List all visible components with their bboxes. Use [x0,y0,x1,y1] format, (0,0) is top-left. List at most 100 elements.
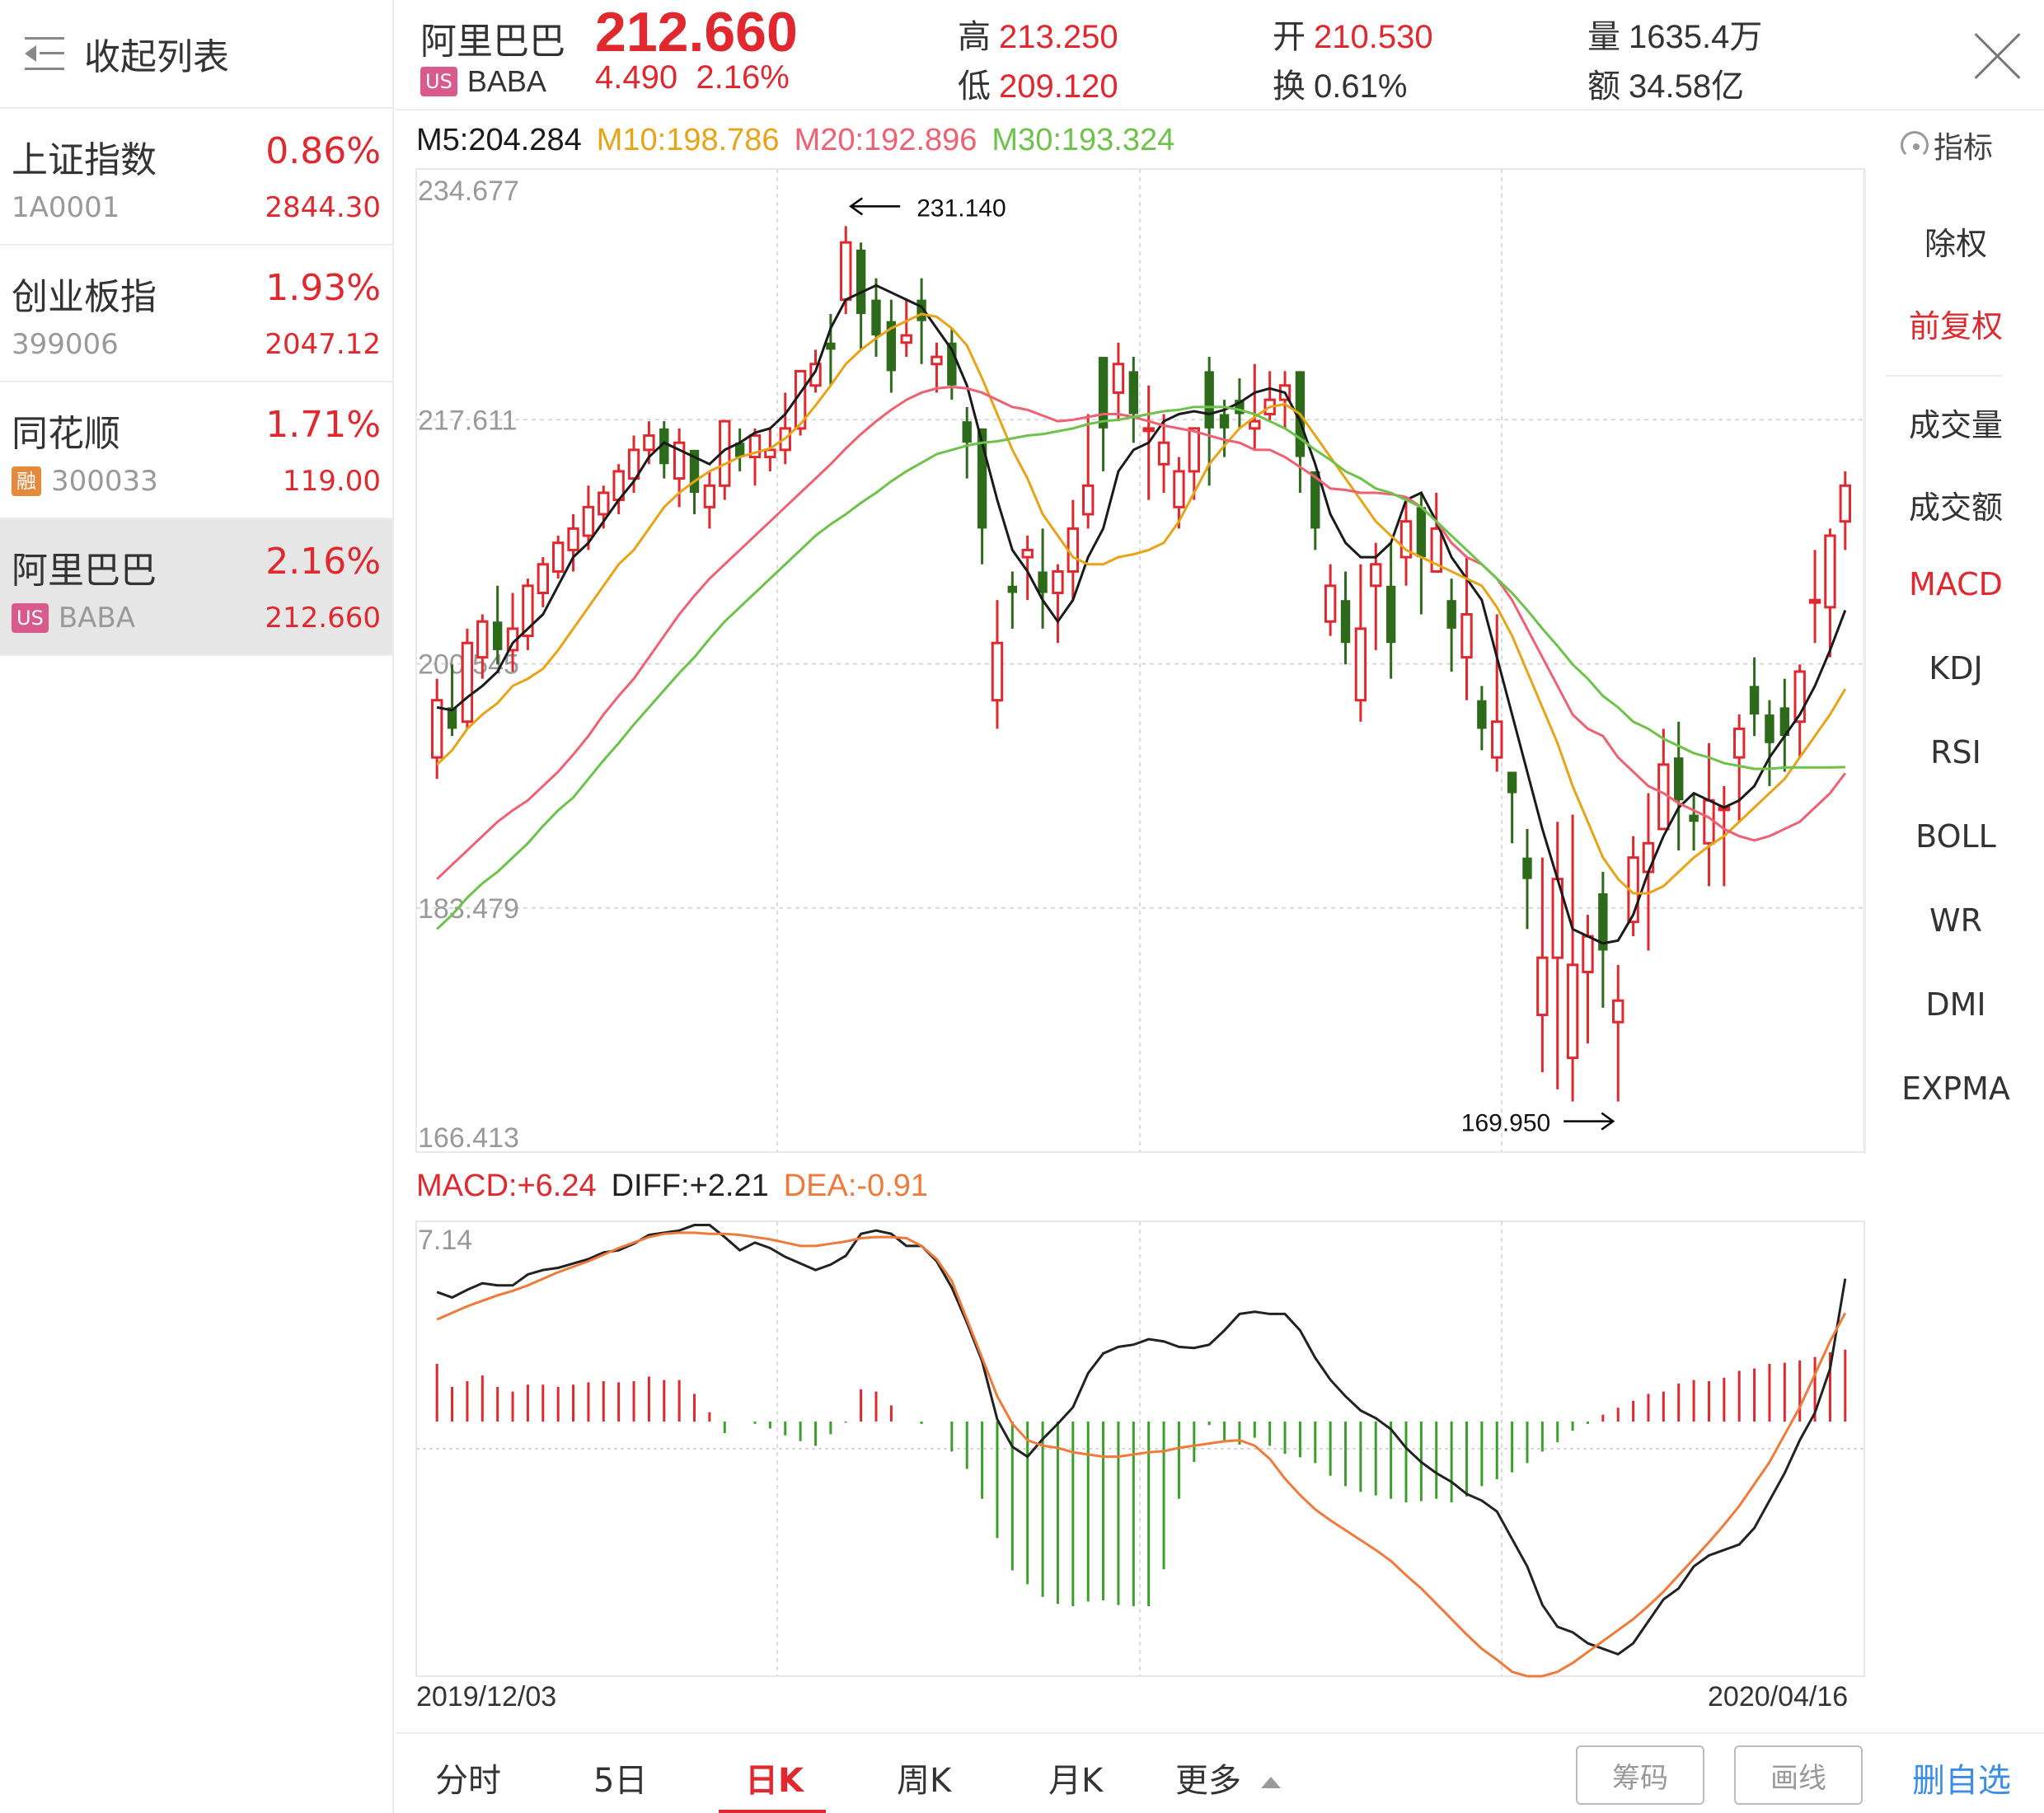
stock-price: 212.660 [265,602,381,635]
stock-code-row: 融 300033 [12,465,158,498]
us-market-badge: US [420,67,457,96]
macd-histogram [435,1349,1847,1606]
volume-stat: 量 1635.4万 [1587,19,1763,55]
tab-5day[interactable]: 5日 [593,1762,648,1800]
active-tab-indicator [719,1810,826,1813]
collapse-list-label: 收起列表 [84,36,229,78]
ma30-value: M30:193.324 [992,122,1175,157]
stock-price: 2047.12 [265,328,381,361]
turnover-stat: 换 0.61% [1273,68,1408,105]
low-stat: 低 209.120 [958,68,1118,105]
change-percent: 1.93% [265,267,381,309]
indicator-panel: 除权前复权成交量成交额 MACD KDJ RSI BOLL WR DMI EXPMA [1864,169,2044,1154]
stock-code: 300033 [51,465,158,498]
start-date: 2019/12/03 [416,1681,557,1712]
macd-lines [436,1224,1847,1678]
change-percent: 2.16% [696,59,790,96]
stock-code-row: US BABA [12,602,135,635]
indicator-option-除权[interactable]: 除权 [1924,226,1987,262]
turnover-value: 0.61% [1314,68,1408,105]
indicator-option-boll[interactable]: BOLL [1915,818,1996,855]
amount-value: 34.58亿 [1629,68,1745,105]
indicator-label: 指标 [1934,131,1994,165]
svg-text:169.950: 169.950 [1461,1110,1550,1137]
collapse-list-button[interactable]: 收起列表 [0,0,392,109]
amount-stat: 额 34.58亿 [1587,68,1745,105]
svg-text:7.14: 7.14 [418,1225,472,1256]
remove-watchlist-button[interactable]: 删自选 [1912,1762,2011,1800]
stock-code: BABA [466,64,546,98]
draw-line-button[interactable]: 画线 [1734,1745,1863,1805]
indicator-option-expma[interactable]: EXPMA [1901,1070,2010,1107]
stock-name: 阿里巴巴 [420,21,565,63]
moving-average-lines [436,283,1847,945]
tab-monthly-k[interactable]: 月K [1048,1762,1104,1800]
last-price: 212.660 [595,1,798,63]
tab-intraday[interactable]: 分时 [435,1762,501,1800]
indicator-option-kdj[interactable]: KDJ [1929,650,1983,686]
svg-text:183.479: 183.479 [418,893,519,925]
indicator-button[interactable]: 指标 [1901,124,1993,166]
change-percent: 2.16% [265,541,381,583]
candlesticks [430,226,1852,1102]
change-percent: 1.71% [265,404,381,446]
panel-divider [1886,375,2003,377]
ma10-value: M10:198.786 [596,122,780,157]
indicator-option-成交额[interactable]: 成交额 [1908,490,2003,526]
stock-code-row: 399006 [12,328,119,361]
watchlist-item[interactable]: 阿里巴巴 2.16% US BABA 212.660 [0,519,392,656]
open-stat: 开 210.530 [1273,19,1433,55]
watchlist-item[interactable]: 上证指数 0.86% 1A0001 2844.30 [0,109,392,246]
indicator-option-前复权[interactable]: 前复权 [1908,308,2003,344]
stock-code: BABA [58,602,135,635]
high-value: 213.250 [999,19,1118,55]
indicator-option-rsi[interactable]: RSI [1930,734,1981,771]
ma20-value: M20:192.896 [794,122,977,157]
period-tab-bar: 分时 5日 日K 周K 月K 更多 筹码 画线 删自选 [396,1732,2044,1813]
watchlist-item[interactable]: 同花顺 1.71% 融 300033 119.00 [0,382,392,519]
stock-name: 上证指数 [12,139,157,181]
svg-text:234.677: 234.677 [418,176,519,207]
diff-value: DIFF:+2.21 [611,1169,769,1203]
stock-code: 1A0001 [12,191,120,224]
tab-daily-k[interactable]: 日K [745,1762,804,1800]
tab-more[interactable]: 更多 [1175,1754,1281,1801]
high-stat: 高 213.250 [958,19,1118,55]
end-date: 2020/04/16 [1708,1681,1849,1712]
high-low-annotations: 231.140 169.950 [849,194,1615,1137]
ma5-value: M5:204.284 [416,122,582,157]
volume-value: 1635.4万 [1629,19,1763,55]
dea-value: DEA:-0.91 [783,1169,929,1203]
macd-legend: MACD:+6.24 DIFF:+2.21 DEA:-0.91 [416,1169,928,1204]
chip-distribution-button[interactable]: 筹码 [1576,1745,1704,1805]
stock-price: 119.00 [283,465,381,498]
margin-badge: 融 [12,466,41,496]
watchlist-item[interactable]: 创业板指 1.93% 399006 2047.12 [0,246,392,382]
macd-value: MACD:+6.24 [416,1169,597,1203]
indicator-option-成交量[interactable]: 成交量 [1908,407,2003,443]
change-amount: 4.490 [595,59,678,96]
svg-text:231.140: 231.140 [917,194,1006,222]
stock-code: 399006 [12,328,119,361]
watchlist-sidebar: 收起列表 上证指数 0.86% 1A0001 2844.30 创业板指 1.93% 3990… [0,0,394,1813]
low-value: 209.120 [999,68,1118,105]
stock-code-row: US BABA [420,64,546,99]
watchlist: 上证指数 0.86% 1A0001 2844.30 创业板指 1.93% 399006 204… [0,109,392,656]
caret-up-icon [1261,1777,1281,1788]
stock-name: 创业板指 [12,276,157,318]
svg-text:217.611: 217.611 [418,405,517,436]
indicator-option-macd[interactable]: MACD [1909,566,2003,602]
open-value: 210.530 [1314,19,1433,55]
collapse-list-icon [25,37,64,70]
price-change: 4.490 2.16% [595,59,790,96]
indicator-option-dmi[interactable]: DMI [1925,986,1986,1023]
gauge-icon [1901,131,1929,159]
tab-weekly-k[interactable]: 周K [897,1762,952,1800]
stock-name: 阿里巴巴 [12,550,157,592]
stock-name: 同花顺 [12,413,120,455]
quote-header: 阿里巴巴 US BABA 212.660 4.490 2.16% 高 213.25… [396,0,2044,110]
indicator-option-wr[interactable]: WR [1929,902,1982,939]
svg-text:166.413: 166.413 [418,1122,519,1154]
stock-code-row: 1A0001 [12,191,120,224]
